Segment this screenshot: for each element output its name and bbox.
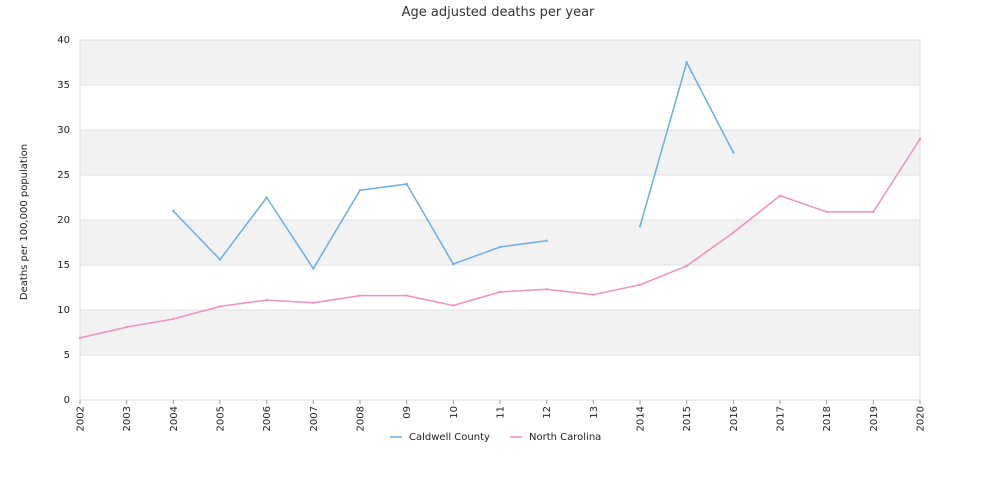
y-tick-label: 25 [57, 170, 70, 181]
legend-label: North Carolina [529, 432, 601, 443]
legend-label: Caldwell County [409, 432, 490, 443]
data-point [638, 225, 642, 228]
x-tick-label: 2006 [262, 406, 273, 431]
y-tick-label: 40 [57, 35, 70, 46]
x-tick-label: 2016 [729, 406, 740, 431]
data-point [218, 305, 222, 308]
data-point [125, 325, 128, 329]
data-point [685, 264, 688, 268]
x-tick-label: 2003 [122, 406, 133, 431]
x-tick-label: 2008 [356, 406, 367, 431]
grid-band [80, 310, 920, 355]
grid-band [80, 220, 920, 265]
data-point [825, 210, 828, 214]
data-point [685, 61, 688, 64]
data-point [358, 189, 362, 192]
chart-title: Age adjusted deaths per year [402, 5, 595, 20]
data-point [872, 210, 875, 214]
data-point [545, 239, 548, 242]
legend: Caldwell County North Carolina [390, 432, 601, 443]
x-tick-label: 2014 [636, 406, 647, 431]
data-point [732, 151, 735, 154]
x-tick-label: 2020 [916, 406, 927, 431]
data-point [778, 194, 782, 197]
y-axis-label: Deaths per 100,000 population [19, 144, 30, 300]
data-point [265, 196, 268, 199]
data-point [172, 209, 175, 213]
x-tick-label: 2015 [682, 406, 693, 431]
data-point [312, 301, 315, 304]
data-point [358, 294, 362, 297]
y-tick-label: 10 [57, 305, 70, 316]
x-tick-label: 10 [449, 406, 460, 419]
data-point [405, 294, 408, 297]
y-tick-label: 20 [57, 215, 70, 226]
x-tick-label: 09 [402, 406, 413, 419]
x-tick-label: 2019 [869, 406, 880, 431]
x-tick-label: 2018 [822, 406, 833, 431]
y-tick-label: 15 [57, 260, 70, 271]
data-point [498, 245, 502, 249]
data-point [452, 304, 455, 307]
data-point [218, 258, 222, 261]
y-tick-label: 5 [64, 350, 70, 361]
y-tick-label: 30 [57, 125, 70, 136]
plot-area: 0 5 10 15 20 25 30 35 40 2002 2003 2004 2005 2006 2007… [57, 35, 926, 431]
data-point [638, 283, 642, 286]
x-tick-label: 11 [496, 406, 507, 419]
data-point [265, 298, 268, 302]
x-tick-label: 2004 [169, 406, 180, 431]
x-tick-label: 2002 [76, 406, 87, 431]
data-point [545, 288, 548, 291]
x-tick-label: 2007 [309, 406, 320, 431]
x-tick-label: 13 [589, 406, 600, 419]
data-point [732, 231, 735, 234]
grid-band [80, 130, 920, 175]
data-point [452, 262, 455, 266]
data-point [312, 267, 315, 270]
data-point [405, 182, 408, 186]
data-point [172, 317, 175, 321]
data-point [592, 293, 595, 296]
y-tick-label: 0 [64, 395, 70, 406]
data-point [498, 290, 502, 294]
x-tick-label: 12 [542, 406, 553, 419]
grid-band [80, 40, 920, 85]
x-tick-label: 2017 [776, 406, 787, 431]
data-point [78, 336, 82, 340]
data-point [918, 137, 922, 141]
x-tick-label: 2005 [216, 406, 227, 431]
y-tick-label: 35 [57, 80, 70, 91]
